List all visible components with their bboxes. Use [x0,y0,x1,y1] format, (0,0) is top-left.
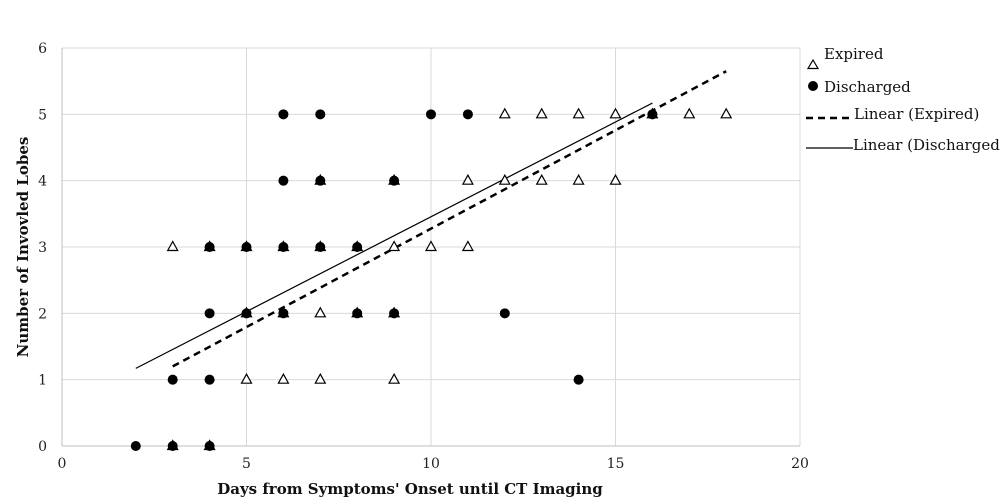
point-discharged [204,308,215,319]
point-expired [461,240,474,252]
legend-label-linear-expired: Linear (Expired) [854,105,979,123]
point-discharged [278,109,289,120]
point-expired [498,107,511,119]
x-tick-label: 10 [422,456,440,472]
point-discharged [130,441,141,451]
legend-circle-icon [808,81,818,91]
legend: Expired Discharged Linear (Expired) Line… [806,45,1000,154]
data-points [130,107,733,451]
y-tick-label: 4 [38,174,47,190]
trendline-discharged [135,102,653,369]
point-discharged [167,441,178,451]
point-discharged [278,242,289,252]
point-discharged [167,374,178,385]
x-tick-label: 20 [791,456,809,472]
trendlines [135,70,727,369]
legend-item-linear-discharged: Linear (Discharged) [806,136,1000,154]
y-tick-label: 3 [38,240,47,256]
x-tick-label: 15 [607,456,625,472]
point-discharged [278,308,289,319]
y-tick-label: 0 [38,439,47,455]
point-discharged [204,242,215,252]
y-tick-label: 6 [38,41,47,57]
point-expired [535,107,548,119]
legend-triangle-icon [806,58,820,70]
point-expired [388,372,401,384]
y-axis-title: Number of Invovled Lobes [14,137,32,358]
point-expired [535,173,548,185]
point-expired [572,173,585,185]
y-tick-label: 2 [38,306,47,322]
point-discharged [278,175,289,186]
legend-label-discharged: Discharged [824,78,911,96]
point-discharged [241,242,252,252]
legend-item-expired: Expired [806,45,884,70]
point-expired [461,173,474,185]
point-discharged [352,308,363,319]
point-discharged [389,175,400,186]
point-discharged [204,374,215,385]
point-expired [424,240,438,252]
point-expired [314,306,327,318]
point-expired [572,107,585,119]
tick-labels: 0 5 10 15 20 0 1 2 3 4 5 6 [38,41,809,472]
point-discharged [426,109,436,120]
point-discharged [499,308,510,319]
point-discharged [241,308,252,319]
point-discharged [352,242,363,252]
axes [61,48,800,447]
point-expired [498,173,511,185]
y-tick-label: 5 [38,107,47,123]
point-expired [683,107,696,119]
point-discharged [647,109,658,120]
legend-item-discharged: Discharged [808,78,911,96]
legend-item-linear-expired: Linear (Expired) [806,105,979,123]
point-expired [277,372,290,384]
point-discharged [315,175,326,186]
legend-label-linear-discharged: Linear (Discharged) [853,136,1000,154]
point-discharged [315,109,326,120]
point-expired [609,107,622,119]
point-expired [314,372,327,384]
x-tick-label: 0 [58,456,67,472]
point-expired [240,372,253,384]
legend-label-expired: Expired [824,45,884,63]
trendline-expired [172,70,727,368]
point-expired [388,240,401,252]
point-discharged [462,109,473,120]
x-axis-title: Days from Symptoms' Onset until CT Imagi… [217,480,603,498]
y-tick-label: 1 [38,373,47,389]
point-discharged [573,374,584,385]
point-discharged [315,242,326,252]
point-discharged [204,441,215,451]
point-expired [166,240,179,252]
point-expired [609,173,622,185]
point-expired [720,107,733,119]
point-discharged [389,308,400,319]
x-tick-label: 5 [242,456,251,472]
